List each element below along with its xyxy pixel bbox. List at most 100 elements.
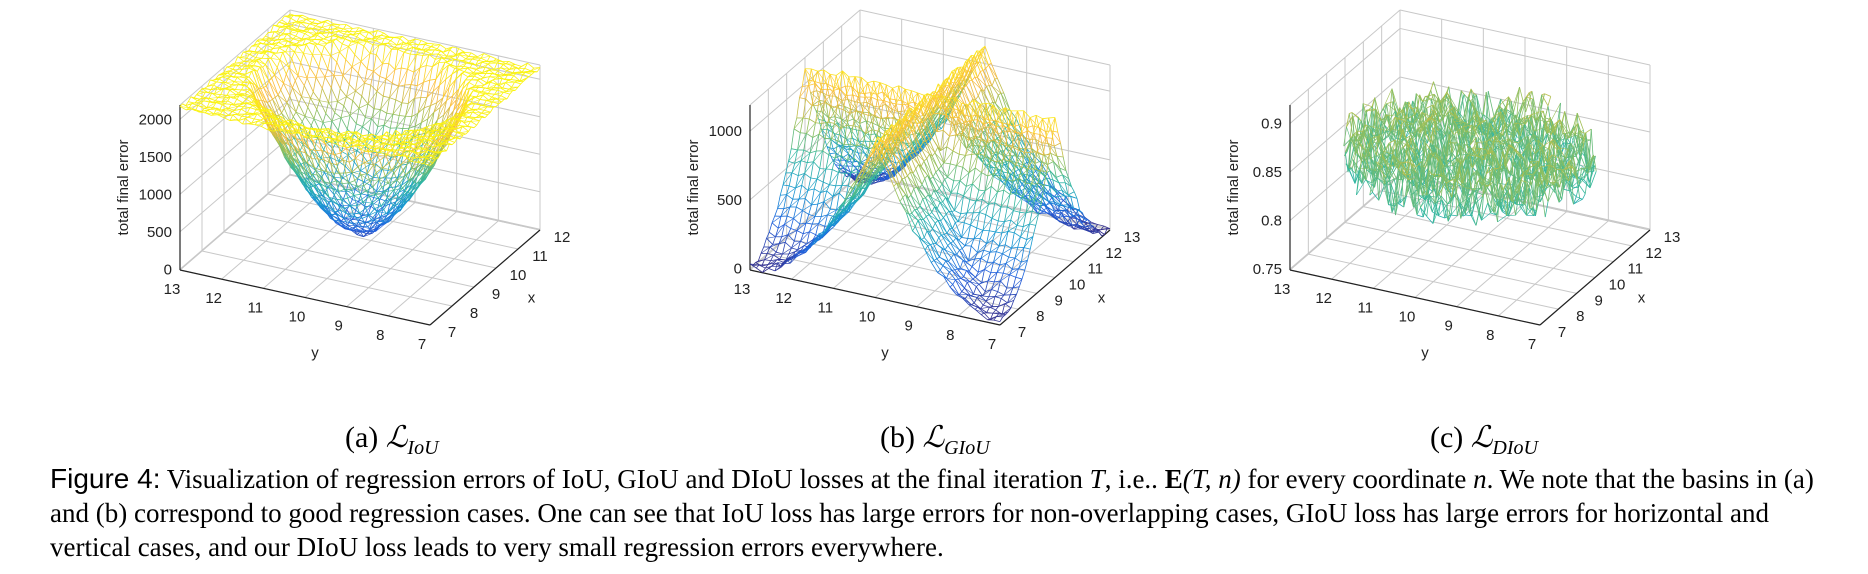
mesh-edge bbox=[392, 151, 396, 156]
mesh-edge bbox=[380, 109, 387, 114]
mesh-edge bbox=[407, 54, 417, 70]
mesh-edge bbox=[454, 137, 458, 143]
mesh-edge bbox=[778, 223, 785, 229]
mesh-edge bbox=[362, 195, 370, 203]
mesh-edge bbox=[366, 40, 376, 42]
mesh-edge bbox=[244, 83, 248, 87]
mesh-edge bbox=[349, 115, 357, 124]
mesh-edge bbox=[412, 46, 423, 51]
mesh-edge bbox=[363, 45, 371, 54]
mesh-edge bbox=[451, 115, 455, 119]
mesh-edge bbox=[228, 106, 238, 109]
mesh-edge bbox=[463, 114, 470, 118]
mesh-edge bbox=[201, 108, 205, 112]
mesh-edge bbox=[347, 34, 351, 37]
mesh-edge bbox=[363, 143, 367, 146]
mesh-edge bbox=[870, 157, 874, 166]
mesh-edge bbox=[799, 222, 807, 225]
mesh-edge bbox=[432, 57, 442, 67]
mesh-edge bbox=[353, 195, 358, 206]
mesh-edge bbox=[425, 54, 430, 66]
mesh-edge bbox=[398, 154, 402, 157]
mesh-edge bbox=[267, 129, 274, 132]
mesh-edge bbox=[200, 102, 208, 108]
mesh-edge bbox=[485, 93, 492, 98]
mesh-edge bbox=[495, 75, 499, 79]
mesh-edge bbox=[367, 91, 378, 105]
mesh-edge bbox=[418, 141, 422, 147]
mesh-edge bbox=[428, 167, 432, 171]
mesh-edge bbox=[389, 194, 397, 201]
mesh-edge bbox=[455, 125, 460, 130]
mesh-edge bbox=[222, 110, 233, 112]
z-tick-label: 0 bbox=[164, 261, 172, 278]
mesh-edge bbox=[294, 51, 302, 63]
mesh-edge bbox=[264, 51, 268, 54]
mesh-edge bbox=[299, 126, 307, 144]
mesh-edge bbox=[413, 180, 423, 194]
mesh-edge bbox=[477, 53, 484, 58]
mesh-edge bbox=[306, 42, 310, 45]
mesh-edge bbox=[800, 245, 805, 251]
mesh-edge bbox=[303, 177, 311, 185]
mesh-edge bbox=[439, 100, 447, 108]
mesh-edge bbox=[236, 118, 240, 121]
mesh-edge bbox=[296, 173, 307, 190]
mesh-edge bbox=[204, 86, 208, 89]
mesh-edge bbox=[283, 34, 288, 40]
mesh-edge bbox=[292, 35, 297, 40]
mesh-edge bbox=[448, 139, 455, 143]
mesh-edge bbox=[321, 207, 325, 210]
mesh-edge bbox=[375, 141, 383, 145]
mesh-edge bbox=[344, 189, 349, 199]
mesh-edge bbox=[398, 84, 405, 87]
mesh-edge bbox=[299, 144, 304, 151]
mesh-edge bbox=[254, 123, 265, 126]
mesh-edge bbox=[380, 213, 387, 217]
mesh-edge bbox=[344, 35, 349, 40]
mesh-edge bbox=[332, 41, 340, 53]
mesh-edge bbox=[379, 63, 383, 77]
mesh-edge bbox=[483, 101, 493, 106]
mesh-edge bbox=[326, 165, 334, 178]
mesh-edge bbox=[809, 150, 817, 154]
mesh-edge bbox=[396, 42, 404, 46]
mesh-edge bbox=[271, 78, 279, 96]
mesh-edge bbox=[215, 102, 226, 105]
mesh-edge bbox=[463, 111, 473, 116]
mesh-edge bbox=[767, 260, 772, 265]
mesh-edge bbox=[301, 171, 308, 176]
mesh-edge bbox=[445, 139, 449, 143]
mesh-edge bbox=[318, 66, 326, 78]
mesh-edge bbox=[796, 223, 801, 231]
mesh-edge bbox=[283, 126, 291, 134]
mesh-edge bbox=[306, 67, 311, 79]
mesh-edge bbox=[360, 190, 367, 195]
mesh-edge bbox=[531, 71, 535, 75]
mesh-edge bbox=[403, 46, 414, 53]
mesh-edge bbox=[347, 194, 355, 199]
mesh-edge bbox=[242, 118, 246, 125]
mesh-edge bbox=[800, 149, 805, 161]
mesh-edge bbox=[813, 150, 823, 162]
mesh-edge bbox=[407, 54, 411, 70]
mesh-edge bbox=[483, 53, 491, 57]
mesh-edge bbox=[281, 44, 292, 48]
mesh-edge bbox=[494, 93, 501, 96]
mesh-edge bbox=[823, 201, 831, 210]
mesh-edge bbox=[234, 61, 245, 64]
mesh-edge bbox=[356, 32, 360, 37]
mesh-edge bbox=[496, 87, 501, 91]
mesh-edge bbox=[481, 109, 485, 114]
mesh-edge bbox=[446, 106, 451, 119]
mesh-edge bbox=[275, 118, 283, 123]
mesh-edge bbox=[304, 134, 312, 139]
mesh-edge bbox=[506, 70, 514, 74]
mesh-edge bbox=[355, 82, 365, 92]
mesh-edge bbox=[354, 180, 358, 187]
mesh-edge bbox=[373, 63, 383, 72]
mesh-edge bbox=[265, 35, 272, 39]
mesh-edge bbox=[766, 236, 776, 239]
mesh-edge bbox=[491, 94, 495, 98]
mesh-edge bbox=[370, 221, 378, 230]
